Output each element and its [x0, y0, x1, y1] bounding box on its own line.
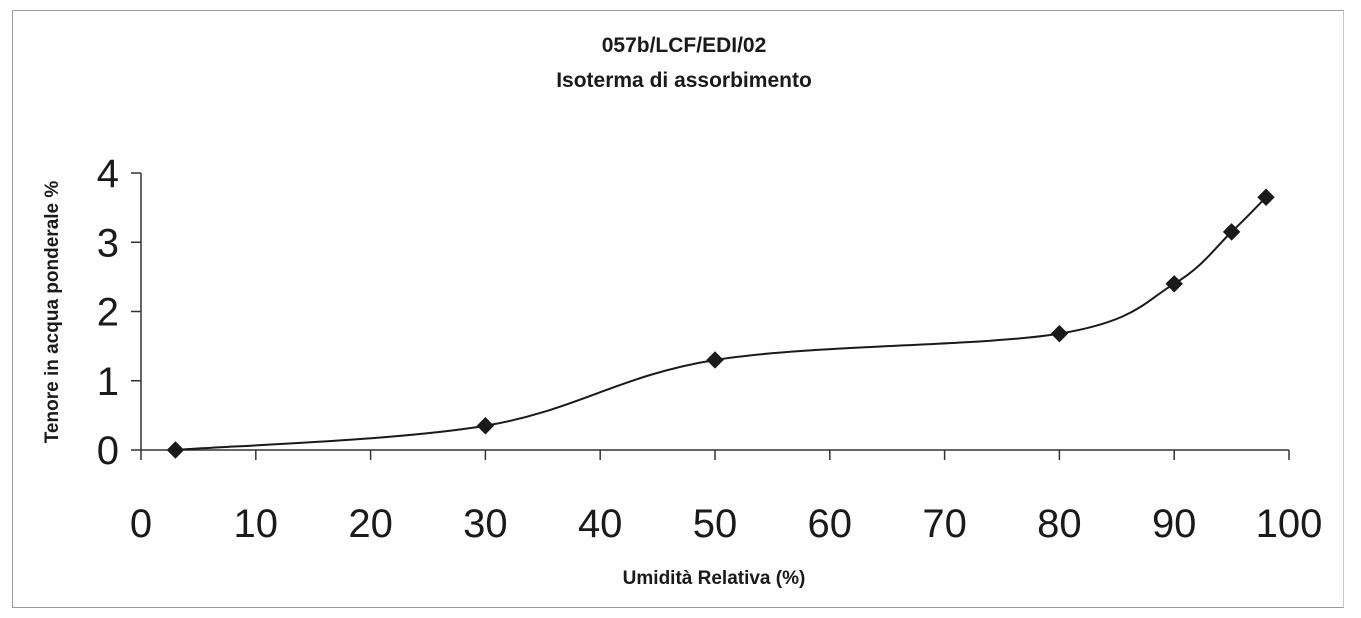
- data-point-marker: [1222, 223, 1241, 241]
- series-line: [175, 196, 1267, 451]
- axes: [131, 172, 1290, 460]
- y-axis-title: Tenore in acqua ponderale %: [42, 181, 63, 444]
- x-axis-title: Umidità Relativa (%): [623, 568, 806, 589]
- x-tick-label: 50: [693, 502, 738, 546]
- data-point-marker: [706, 351, 724, 369]
- x-tick-label: 30: [463, 502, 508, 546]
- data-point-marker: [476, 417, 495, 435]
- x-tick-label: 20: [348, 502, 393, 546]
- x-tick-label: 80: [1037, 502, 1082, 546]
- series-layer: [166, 188, 1275, 459]
- data-point-marker: [1050, 324, 1069, 343]
- data-point-marker: [1165, 275, 1183, 293]
- data-point-marker: [1257, 188, 1275, 206]
- y-tick-label: 2: [97, 291, 119, 335]
- x-tick-label: 70: [922, 502, 967, 546]
- chart-title: 057b/LCF/EDI/02: [602, 34, 767, 57]
- y-tick-label: 0: [97, 429, 119, 473]
- chart-frame: [12, 10, 1344, 608]
- y-tick-label: 4: [97, 152, 119, 196]
- data-point-marker: [166, 441, 185, 459]
- y-tick-label: 3: [97, 221, 119, 265]
- y-tick-label: 1: [97, 360, 119, 404]
- x-tick-label: 60: [808, 502, 853, 546]
- x-tick-label: 100: [1256, 502, 1323, 546]
- x-tick-label: 10: [234, 502, 279, 546]
- x-tick-label: 0: [130, 502, 152, 546]
- x-tick-label: 40: [578, 502, 623, 546]
- chart-subtitle: Isoterma di assorbimento: [556, 69, 812, 92]
- x-tick-label: 90: [1152, 502, 1197, 546]
